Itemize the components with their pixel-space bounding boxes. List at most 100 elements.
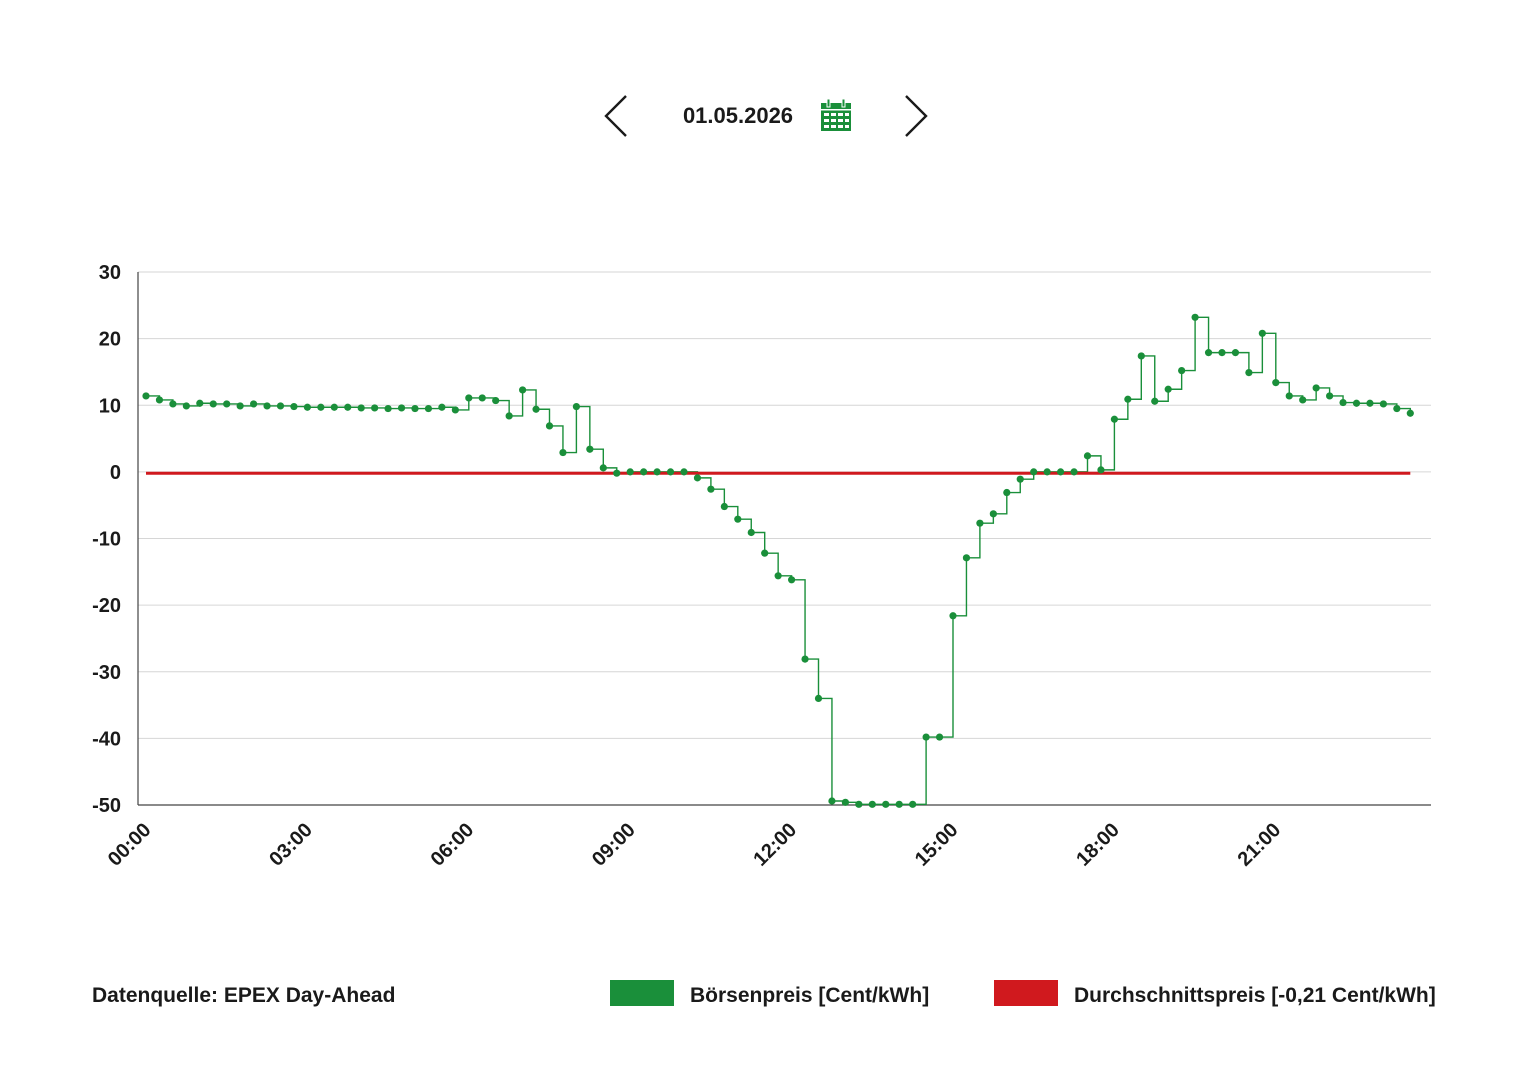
data-point — [599, 464, 607, 472]
calendar-icon[interactable] — [818, 98, 854, 134]
data-point — [1258, 329, 1266, 337]
current-date[interactable]: 01.05.2026 — [682, 103, 794, 128]
data-point — [1164, 385, 1172, 393]
legend-swatch-average-price — [994, 980, 1058, 1006]
x-tick-label: 21:00 — [1234, 819, 1286, 871]
x-tick-label: 18:00 — [1072, 819, 1124, 871]
legend-swatch-market-price — [610, 980, 674, 1006]
data-point — [774, 572, 782, 580]
data-point — [1110, 415, 1118, 423]
data-point — [1245, 369, 1253, 377]
data-point — [357, 404, 365, 412]
y-tick-label: -50 — [92, 795, 121, 817]
data-point — [397, 404, 406, 412]
data-point — [788, 576, 796, 584]
data-point — [182, 402, 190, 410]
data-point — [1097, 466, 1105, 474]
y-tick-label: -20 — [92, 595, 121, 617]
data-point — [653, 468, 661, 476]
data-point — [519, 386, 527, 394]
data-point — [1204, 349, 1213, 357]
data-point — [1339, 398, 1347, 407]
data-point — [384, 404, 392, 413]
data-point — [666, 468, 675, 476]
data-point — [155, 396, 164, 404]
data-point — [1379, 400, 1387, 408]
data-point — [1218, 349, 1226, 357]
data-point — [1178, 367, 1186, 375]
data-point — [1070, 468, 1078, 476]
data-point — [989, 510, 997, 518]
data-point — [1003, 488, 1011, 497]
data-point — [909, 800, 917, 808]
chevron-left-icon[interactable] — [596, 92, 636, 142]
data-point — [438, 403, 446, 411]
data-point — [317, 403, 325, 411]
x-tick-label: 12:00 — [749, 819, 801, 871]
data-point — [680, 468, 688, 476]
data-point — [720, 502, 728, 511]
y-tick-label: 30 — [99, 262, 121, 284]
data-point — [707, 485, 715, 493]
data-source: Datenquelle: EPEX Day-Ahead — [92, 984, 396, 1007]
y-tick-label: 0 — [110, 462, 121, 484]
data-point — [814, 694, 823, 703]
data-point — [922, 733, 930, 741]
data-point — [1151, 397, 1159, 405]
data-point — [250, 400, 258, 408]
data-point — [330, 403, 338, 411]
data-point — [142, 392, 150, 400]
x-tick-label: 15:00 — [911, 819, 963, 871]
data-point — [209, 400, 217, 408]
data-point — [841, 798, 850, 806]
x-tick-label: 06:00 — [427, 819, 479, 871]
data-point — [1352, 399, 1361, 407]
data-point — [747, 528, 755, 537]
data-point — [411, 404, 419, 413]
legend-label-market-price: Börsenpreis [Cent/kWh] — [690, 984, 930, 1007]
data-point — [451, 406, 459, 414]
data-point — [1366, 399, 1374, 407]
y-tick-label: -40 — [92, 728, 121, 750]
series-line-market-price — [146, 316, 1411, 806]
data-point — [1299, 396, 1307, 404]
y-tick-label: -10 — [92, 529, 121, 551]
data-point — [734, 515, 742, 523]
data-point — [263, 402, 271, 410]
date-navigation: 01.05.2026 — [0, 88, 1528, 148]
data-point — [962, 554, 971, 562]
data-point — [626, 468, 634, 476]
chevron-right-icon[interactable] — [896, 92, 936, 142]
data-point — [478, 394, 486, 402]
data-point — [1083, 452, 1092, 460]
data-point — [1393, 404, 1401, 413]
data-point — [572, 402, 581, 411]
legend-label-average-price: Durchschnittspreis [-0,21 Cent/kWh] — [1074, 984, 1436, 1007]
data-point — [828, 797, 836, 805]
x-tick-label: 09:00 — [588, 819, 640, 871]
y-tick-label: 10 — [99, 395, 121, 417]
data-point — [196, 399, 204, 407]
data-point — [895, 800, 903, 808]
data-point — [492, 396, 500, 405]
data-point — [976, 519, 984, 527]
data-point — [1043, 468, 1051, 476]
data-point — [1124, 395, 1132, 403]
data-point — [693, 474, 702, 482]
data-point — [882, 800, 890, 808]
data-point — [344, 403, 352, 411]
data-point — [505, 412, 513, 420]
data-point — [868, 800, 876, 808]
y-tick-label: -30 — [92, 662, 121, 684]
data-point — [236, 402, 244, 410]
data-point — [559, 448, 567, 457]
data-point — [1406, 409, 1414, 417]
data-point — [1030, 468, 1038, 476]
data-point — [223, 400, 231, 408]
data-point — [801, 655, 809, 663]
data-point — [761, 549, 769, 557]
data-point — [290, 402, 298, 411]
data-point — [424, 404, 433, 413]
data-point — [465, 394, 473, 402]
